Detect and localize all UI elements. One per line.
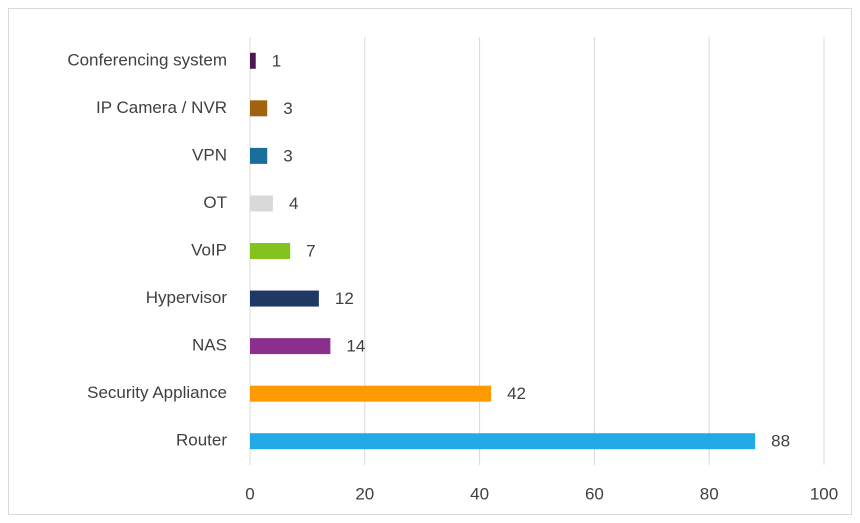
y-tick-label: Security Appliance bbox=[87, 383, 227, 402]
bar bbox=[250, 385, 492, 402]
data-label: 3 bbox=[283, 146, 292, 165]
bar bbox=[250, 338, 331, 355]
x-tick-label: 80 bbox=[700, 484, 719, 503]
x-tick-label: 0 bbox=[245, 484, 254, 503]
x-tick-label: 100 bbox=[810, 484, 838, 503]
y-tick-label: OT bbox=[203, 193, 227, 212]
data-label: 12 bbox=[335, 289, 354, 308]
y-tick-label: IP Camera / NVR bbox=[96, 98, 227, 117]
y-tick-label: VoIP bbox=[191, 240, 227, 259]
bar bbox=[250, 195, 273, 212]
chart-border bbox=[8, 8, 852, 515]
x-tick-label: 60 bbox=[585, 484, 604, 503]
data-label: 4 bbox=[289, 194, 298, 213]
bar bbox=[250, 52, 256, 69]
data-label: 42 bbox=[507, 384, 526, 403]
x-tick-label: 20 bbox=[355, 484, 374, 503]
y-tick-label: Router bbox=[176, 431, 227, 450]
data-label: 88 bbox=[771, 432, 790, 451]
y-tick-label: Conferencing system bbox=[67, 50, 227, 69]
bar bbox=[250, 433, 756, 450]
x-tick-label: 40 bbox=[470, 484, 489, 503]
y-tick-label: Hypervisor bbox=[146, 288, 228, 307]
data-label: 1 bbox=[272, 51, 281, 70]
data-label: 3 bbox=[283, 99, 292, 118]
bar bbox=[250, 100, 268, 117]
data-label: 14 bbox=[346, 337, 365, 356]
y-tick-label: NAS bbox=[192, 336, 227, 355]
bar bbox=[250, 147, 268, 164]
data-label: 7 bbox=[306, 241, 315, 260]
y-tick-label: VPN bbox=[192, 145, 227, 164]
bar bbox=[250, 290, 319, 307]
bar bbox=[250, 243, 291, 259]
